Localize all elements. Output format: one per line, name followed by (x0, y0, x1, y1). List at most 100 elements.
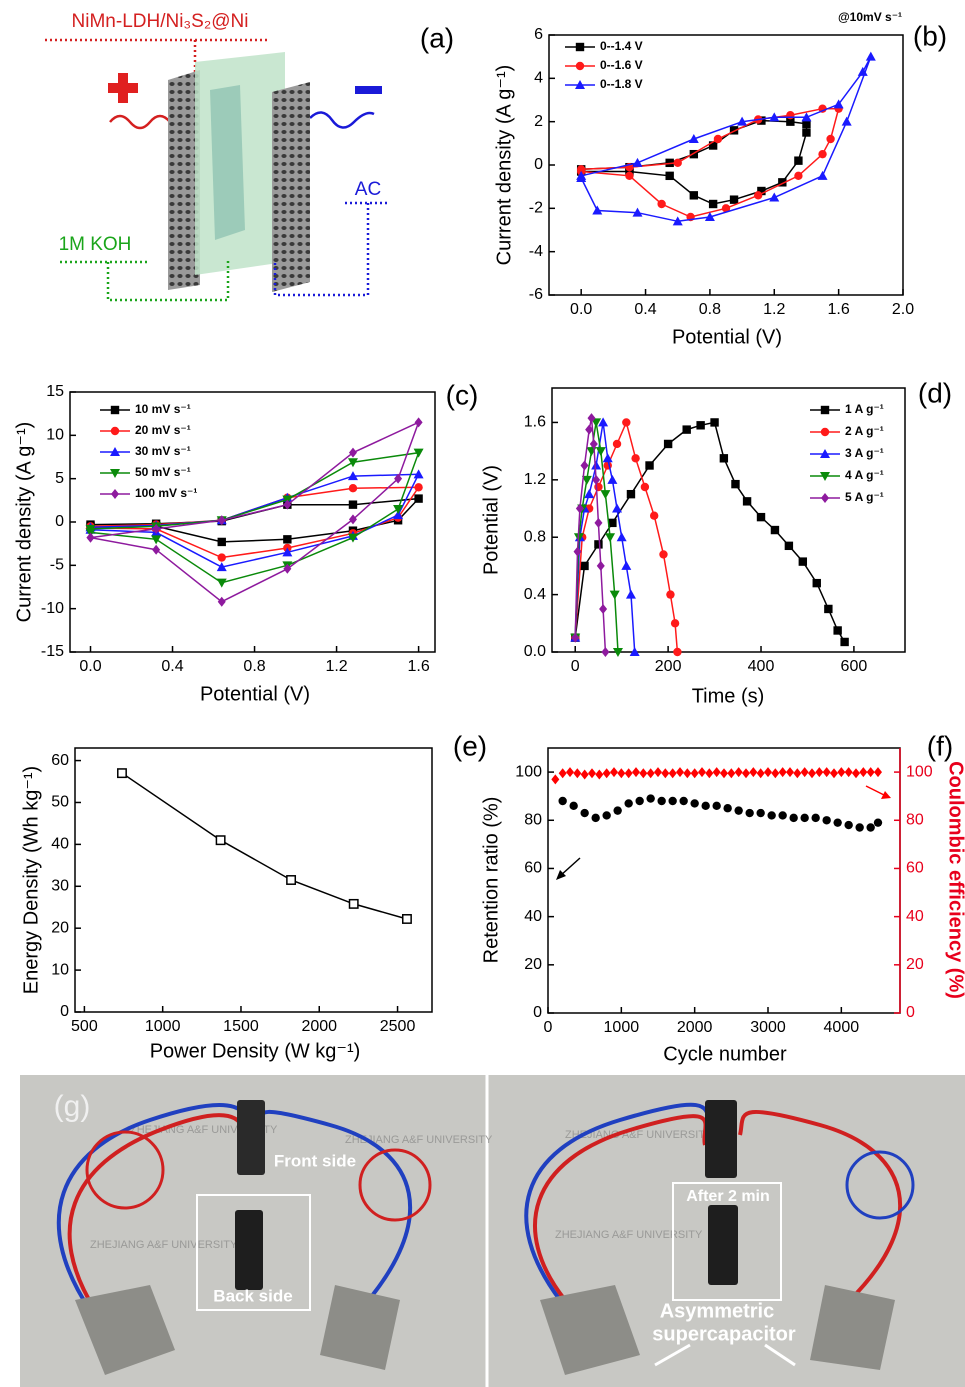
legend-label: 30 mV s⁻¹ (135, 444, 191, 458)
marker (602, 453, 613, 463)
y2-tick-label: 40 (906, 908, 924, 925)
marker (661, 768, 670, 779)
marker (729, 126, 739, 135)
x-tick-label: 1.6 (407, 658, 429, 675)
device (708, 1205, 738, 1285)
marker (802, 119, 811, 129)
series-line (574, 417, 607, 653)
panel-label: (f) (927, 730, 953, 761)
y2-tick-label: 100 (906, 763, 933, 780)
marker (840, 637, 849, 647)
marker (712, 767, 721, 778)
marker (719, 454, 729, 463)
marker (794, 156, 803, 165)
x-tick-label: 0.8 (243, 658, 265, 675)
chart: 0.0 0.4 0.8 1.2 1.6 -15 -10 -5 0 5 10 15 Potential (… (13, 379, 478, 705)
marker (596, 560, 605, 571)
marker (708, 141, 718, 150)
marker (581, 475, 592, 485)
legend-label: 0--1.4 V (600, 39, 643, 53)
marker (283, 499, 292, 510)
legend-marker (111, 489, 119, 499)
marker (571, 632, 580, 643)
legend-marker (820, 449, 830, 458)
y-tick-label: 0 (60, 1003, 69, 1020)
marker (608, 518, 617, 528)
marker (602, 811, 611, 820)
legend-marker (575, 61, 585, 71)
marker (822, 767, 831, 778)
x-tick-label: 1500 (223, 1018, 259, 1035)
chart: 0 1000 2000 3000 400002040608010002040608010… (480, 730, 965, 1065)
marker (393, 505, 404, 514)
marker (770, 525, 780, 535)
marker (217, 596, 226, 607)
marker (605, 533, 616, 543)
marker (800, 767, 809, 778)
legend-label: 4 A g⁻¹ (845, 468, 884, 482)
marker (778, 767, 787, 778)
marker (676, 767, 684, 778)
connector (75, 1285, 175, 1375)
plot-frame (74, 747, 433, 1013)
x-tick-label: 0.4 (634, 301, 656, 318)
legend-marker (110, 405, 120, 415)
y-tick-label: 10 (51, 961, 69, 978)
device (237, 1100, 265, 1175)
marker (580, 808, 589, 818)
legend-label: 1 A g⁻¹ (845, 402, 884, 416)
legend-marker (820, 427, 830, 437)
marker (689, 191, 699, 200)
marker (576, 173, 587, 182)
wire (358, 1148, 432, 1222)
marker (818, 149, 827, 159)
y-tick-label: 20 (51, 919, 69, 936)
marker (673, 158, 682, 168)
marker (708, 199, 718, 209)
legend-label: 3 A g⁻¹ (845, 446, 884, 460)
marker (414, 417, 423, 428)
marker (621, 560, 632, 570)
electrode (272, 82, 310, 292)
x-tick-label: 1.2 (325, 658, 347, 675)
marker (659, 550, 668, 559)
legend-label: 20 mV s⁻¹ (135, 423, 191, 437)
marker (701, 801, 710, 811)
marker (817, 170, 828, 180)
marker (720, 768, 728, 779)
marker (705, 768, 714, 779)
y-tick-label: -15 (41, 643, 64, 660)
marker (771, 768, 780, 779)
marker (855, 823, 864, 832)
x-tick-label: 2000 (677, 1019, 713, 1036)
marker (591, 813, 600, 823)
marker (874, 767, 882, 778)
marker (778, 811, 787, 820)
x-tick-label: 0.0 (79, 658, 101, 675)
x-axis-label: Cycle number (663, 1043, 787, 1065)
marker (282, 547, 293, 557)
marker (786, 110, 795, 120)
panel-label: (d) (918, 377, 952, 408)
marker (808, 768, 816, 779)
marker (609, 590, 620, 600)
arrow (865, 785, 887, 797)
marker (756, 512, 766, 522)
marker (595, 769, 604, 780)
marker (670, 619, 680, 628)
marker (778, 178, 787, 187)
marker (558, 768, 567, 779)
marker (841, 116, 852, 126)
arrow (559, 857, 581, 877)
marker (286, 875, 297, 885)
y2-axis-label: Coulombic efficiency (%) (945, 761, 965, 999)
marker (712, 801, 721, 811)
plot-frame (551, 387, 906, 653)
marker (789, 813, 798, 823)
marker (580, 769, 589, 780)
marker (866, 767, 875, 778)
photo-label: After 2 min (686, 1188, 770, 1205)
y-tick-label: 80 (524, 811, 542, 828)
connector (540, 1285, 640, 1375)
marker (573, 546, 582, 557)
